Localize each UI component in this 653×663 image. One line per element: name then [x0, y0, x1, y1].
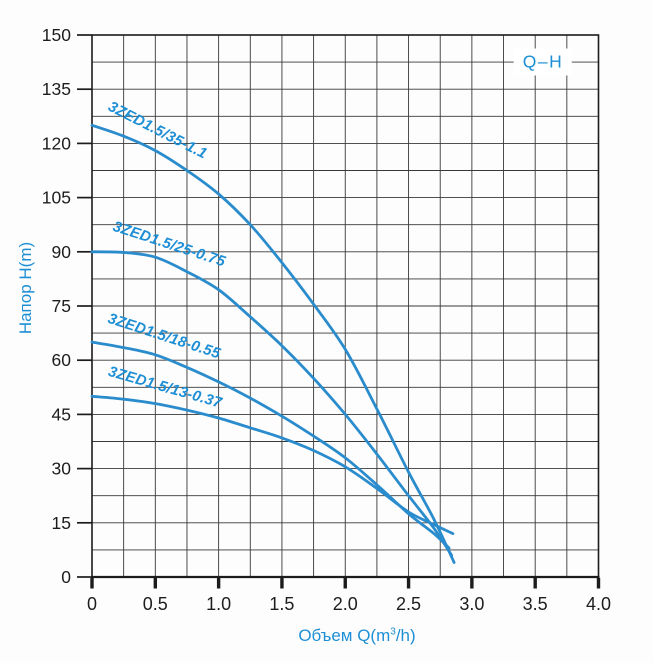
pump-curve-3zed1-5-13-0-37: [90, 394, 455, 535]
y-tick-label: 0: [61, 567, 71, 587]
y-tick-label: 90: [52, 242, 72, 262]
pump-curve-3zed1-5-35-1-1: [90, 123, 456, 564]
x-tick-label: 4.0: [586, 594, 611, 614]
x-tick-label: 3.5: [523, 594, 548, 614]
pump-curve-3zed1-5-25-0-75: [90, 250, 453, 557]
x-tick-label: 0: [87, 594, 97, 614]
y-tick-label: 30: [52, 459, 72, 479]
x-tick-mark: [596, 578, 601, 589]
x-tick-label: 0.5: [143, 594, 168, 614]
x-axis-title-prefix: Объем Q(m: [298, 626, 391, 645]
y-tick-label: 105: [42, 188, 71, 208]
x-tick-mark: [90, 578, 94, 589]
x-tick-mark: [153, 578, 158, 589]
x-tick-label: 2.5: [396, 594, 421, 614]
y-tick-label: 150: [42, 25, 71, 45]
y-axis-title: Напор H(m): [16, 241, 35, 335]
x-tick-label: 3.0: [459, 594, 484, 614]
x-tick-mark: [343, 578, 347, 589]
y-tick-label: 120: [42, 133, 71, 153]
y-tick-label: 15: [52, 513, 71, 533]
x-axis-title-superscript: 3: [390, 626, 396, 638]
x-tick-mark: [470, 578, 474, 589]
x-tick-mark: [533, 578, 537, 589]
x-tick-label: 1.0: [206, 594, 231, 614]
x-tick-label: 1.5: [269, 594, 294, 614]
x-tick-mark: [216, 578, 221, 589]
y-tick-label: 75: [52, 296, 71, 316]
pump-curve-3zed1-5-18-0-55: [90, 340, 451, 550]
chart-title-qh: Q–H: [513, 48, 573, 76]
y-tick-label: 135: [42, 79, 71, 99]
x-tick-label: 2.0: [333, 594, 358, 614]
y-tick-label: 60: [52, 350, 72, 370]
x-tick-mark: [406, 578, 411, 589]
x-axis-title: Объем Q(m3/h): [298, 626, 415, 646]
x-axis-title-suffix: /h): [395, 626, 416, 645]
y-tick-label: 45: [52, 404, 71, 424]
x-tick-mark: [280, 578, 284, 589]
